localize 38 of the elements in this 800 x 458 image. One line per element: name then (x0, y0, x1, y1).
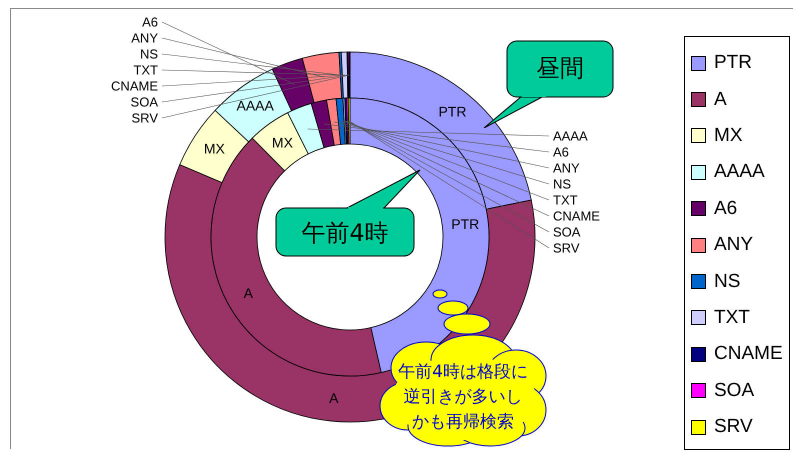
slice-label: SOA (553, 224, 581, 240)
category-label: AAAA (553, 128, 588, 144)
slice-label: A6 (142, 14, 158, 30)
speech-callout: 午前4時 (272, 166, 430, 258)
legend-label: AAAA (714, 161, 765, 184)
slice-label: 午前4時 (301, 219, 389, 247)
slice-label: MX (204, 140, 226, 156)
slice-label: 昼間 (536, 54, 584, 82)
slice-label: TXT (133, 62, 158, 78)
slice-label: PTR (438, 104, 466, 120)
slice-label: SOA (130, 94, 158, 110)
text: 午前4時は格段に逆引きが多いしかも再帰検索 (397, 361, 529, 434)
legend-label: SOA (714, 380, 754, 402)
legend-label: A6 (714, 198, 738, 220)
legend-label: A (714, 88, 727, 111)
slice-label: A (244, 284, 254, 301)
slice-label: NS (140, 46, 158, 62)
slice-label: CNAME (111, 78, 158, 94)
legend-label: PTR (714, 52, 752, 74)
legend-label: SRV (714, 416, 753, 438)
slice-label: NS (553, 176, 572, 192)
category-label: MX (272, 134, 293, 151)
category-label: PTR (451, 216, 480, 232)
slice-label: A (329, 390, 340, 406)
legend-label: MX (714, 124, 742, 147)
slice-label: TXT (553, 192, 578, 208)
slice-label: AAAA (236, 98, 275, 114)
legend-label: ANY (714, 234, 754, 256)
slice-label: CNAME (553, 208, 600, 224)
slice-label: ANY (131, 30, 158, 46)
legend-label: NS (714, 270, 740, 293)
slice-label: A6 (553, 144, 569, 160)
slice-label: ANY (553, 160, 580, 176)
slice-label: SRV (132, 110, 158, 126)
speech-callout: 昼間 (474, 38, 620, 128)
slice-label: SRV (553, 240, 580, 256)
legend-label: TXT (714, 306, 750, 329)
legend-label: CNAME (714, 343, 783, 366)
